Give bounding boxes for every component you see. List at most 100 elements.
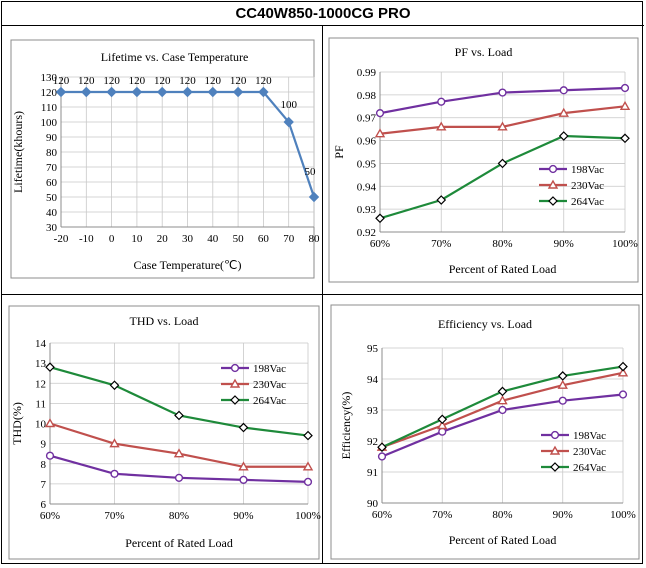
data-point <box>618 361 628 372</box>
legend-label: 230Vac <box>253 379 286 391</box>
chart-title: Lifetime vs. Case Temperature <box>101 50 249 64</box>
legend-label: 264Vac <box>571 196 604 208</box>
data-point <box>617 367 629 377</box>
x-tick-label: 100% <box>610 509 636 521</box>
y-tick-label: 80 <box>46 147 58 159</box>
legend-label: 230Vac <box>573 446 606 458</box>
y-tick-label: 94 <box>367 374 379 386</box>
y-tick-label: 40 <box>46 207 58 219</box>
data-label: 120 <box>53 75 70 87</box>
legend-label: 264Vac <box>573 462 606 474</box>
x-tick-label: -10 <box>79 233 94 245</box>
y-tick-label: 12 <box>35 378 46 390</box>
data-point <box>106 86 117 98</box>
chart-title: PF vs. Load <box>455 45 513 59</box>
y-axis-label: Efficiency(%) <box>339 392 353 460</box>
x-tick-label: 100% <box>612 238 638 250</box>
x-tick-label: 90% <box>553 509 573 521</box>
data-point <box>55 86 67 98</box>
y-tick-label: 0.98 <box>357 90 377 102</box>
y-tick-label: 0.97 <box>357 113 377 125</box>
y-axis-label: PF <box>332 145 346 159</box>
pf-chart: PF vs. Load 0.92 0.93 0.94 0.95 0.96 0.97 0.98 0… <box>328 37 639 283</box>
data-point <box>182 86 193 98</box>
data-point <box>109 438 120 448</box>
data-point <box>436 121 447 131</box>
data-point <box>497 121 508 131</box>
legend-swatch-marker <box>229 378 241 388</box>
efficiency-chart: Efficiency vs. Load 90 91 92 93 94 95 60% 70% 80%… <box>330 304 640 560</box>
legend-swatch-marker <box>550 430 560 440</box>
y-tick-label: 50 <box>46 192 58 204</box>
y-tick-label: 10 <box>35 419 47 431</box>
data-point <box>619 100 631 110</box>
x-tick-label: 70% <box>431 238 451 250</box>
series-198vac <box>45 451 313 486</box>
x-tick-label: 40 <box>207 233 219 245</box>
legend-swatch-marker <box>550 462 560 472</box>
legend-swatch-marker <box>549 445 561 455</box>
y-tick-label: 130 <box>41 72 58 84</box>
data-point <box>374 128 386 138</box>
data-label: 120 <box>129 75 146 87</box>
series-230vac <box>374 100 631 138</box>
y-tick-label: 91 <box>367 467 378 479</box>
y-tick-label: 6 <box>41 499 47 511</box>
x-tick-label: -20 <box>54 233 69 245</box>
data-point <box>497 395 508 405</box>
x-axis-label: Percent of Rated Load <box>449 262 557 276</box>
data-point <box>437 97 446 106</box>
data-point <box>45 451 55 460</box>
y-tick-label: 8 <box>41 459 47 471</box>
data-point <box>377 452 387 461</box>
x-tick-label: 100% <box>295 510 321 522</box>
legend-swatch-marker <box>548 196 558 206</box>
data-point <box>557 379 568 389</box>
data-label: 120 <box>230 75 247 87</box>
y-tick-label: 92 <box>367 436 378 448</box>
data-point <box>438 427 447 436</box>
chart-border <box>8 305 320 560</box>
x-axis-label: Case Temperature(℃) <box>133 258 241 272</box>
data-label: 120 <box>103 75 120 87</box>
legend-label: 198Vac <box>571 164 604 176</box>
data-point <box>239 475 248 484</box>
data-point <box>437 420 448 430</box>
x-tick-label: 80 <box>309 233 321 245</box>
y-tick-label: 90 <box>367 498 379 510</box>
gridlines <box>379 71 626 233</box>
legend-swatch-marker <box>230 363 240 373</box>
y-tick-label: 11 <box>35 398 46 410</box>
x-tick-label: 20 <box>157 233 169 245</box>
lifetime-chart: Lifetime vs. Case Temperature 30 40 50 60 70 8… <box>10 39 321 279</box>
series-198vac <box>375 83 630 118</box>
data-point <box>207 86 219 98</box>
y-tick-label: 0.93 <box>357 204 377 216</box>
data-point <box>232 86 244 98</box>
y-tick-label: 7 <box>41 479 47 491</box>
y-tick-label: 90 <box>46 132 58 144</box>
data-point <box>238 461 249 471</box>
y-tick-label: 93 <box>367 405 379 417</box>
data-label: 120 <box>205 75 222 87</box>
x-tick-label: 60% <box>40 510 60 522</box>
legend-label: 264Vac <box>253 395 286 407</box>
chart-cell-pf: PF vs. Load 0.92 0.93 0.94 0.95 0.96 0.97 0.98 0… <box>323 26 642 295</box>
x-tick-label: 60% <box>370 238 390 250</box>
x-tick-label: 90% <box>554 238 574 250</box>
data-point <box>283 116 294 128</box>
x-axis-label: Percent of Rated Load <box>125 536 233 550</box>
y-axis-label: Lifetime(khours) <box>11 111 25 193</box>
data-point <box>302 461 314 471</box>
data-point <box>618 390 628 399</box>
y-tick-label: 95 <box>367 343 379 355</box>
data-point <box>498 405 507 415</box>
y-tick-label: 0.95 <box>357 158 377 170</box>
data-point <box>258 86 269 98</box>
legend-swatch-marker <box>230 395 240 405</box>
data-point <box>110 469 119 478</box>
y-tick-label: 0.92 <box>357 227 376 239</box>
x-tick-label: 10 <box>131 233 143 245</box>
legend: 198Vac 230Vac 264Vac <box>541 430 606 474</box>
